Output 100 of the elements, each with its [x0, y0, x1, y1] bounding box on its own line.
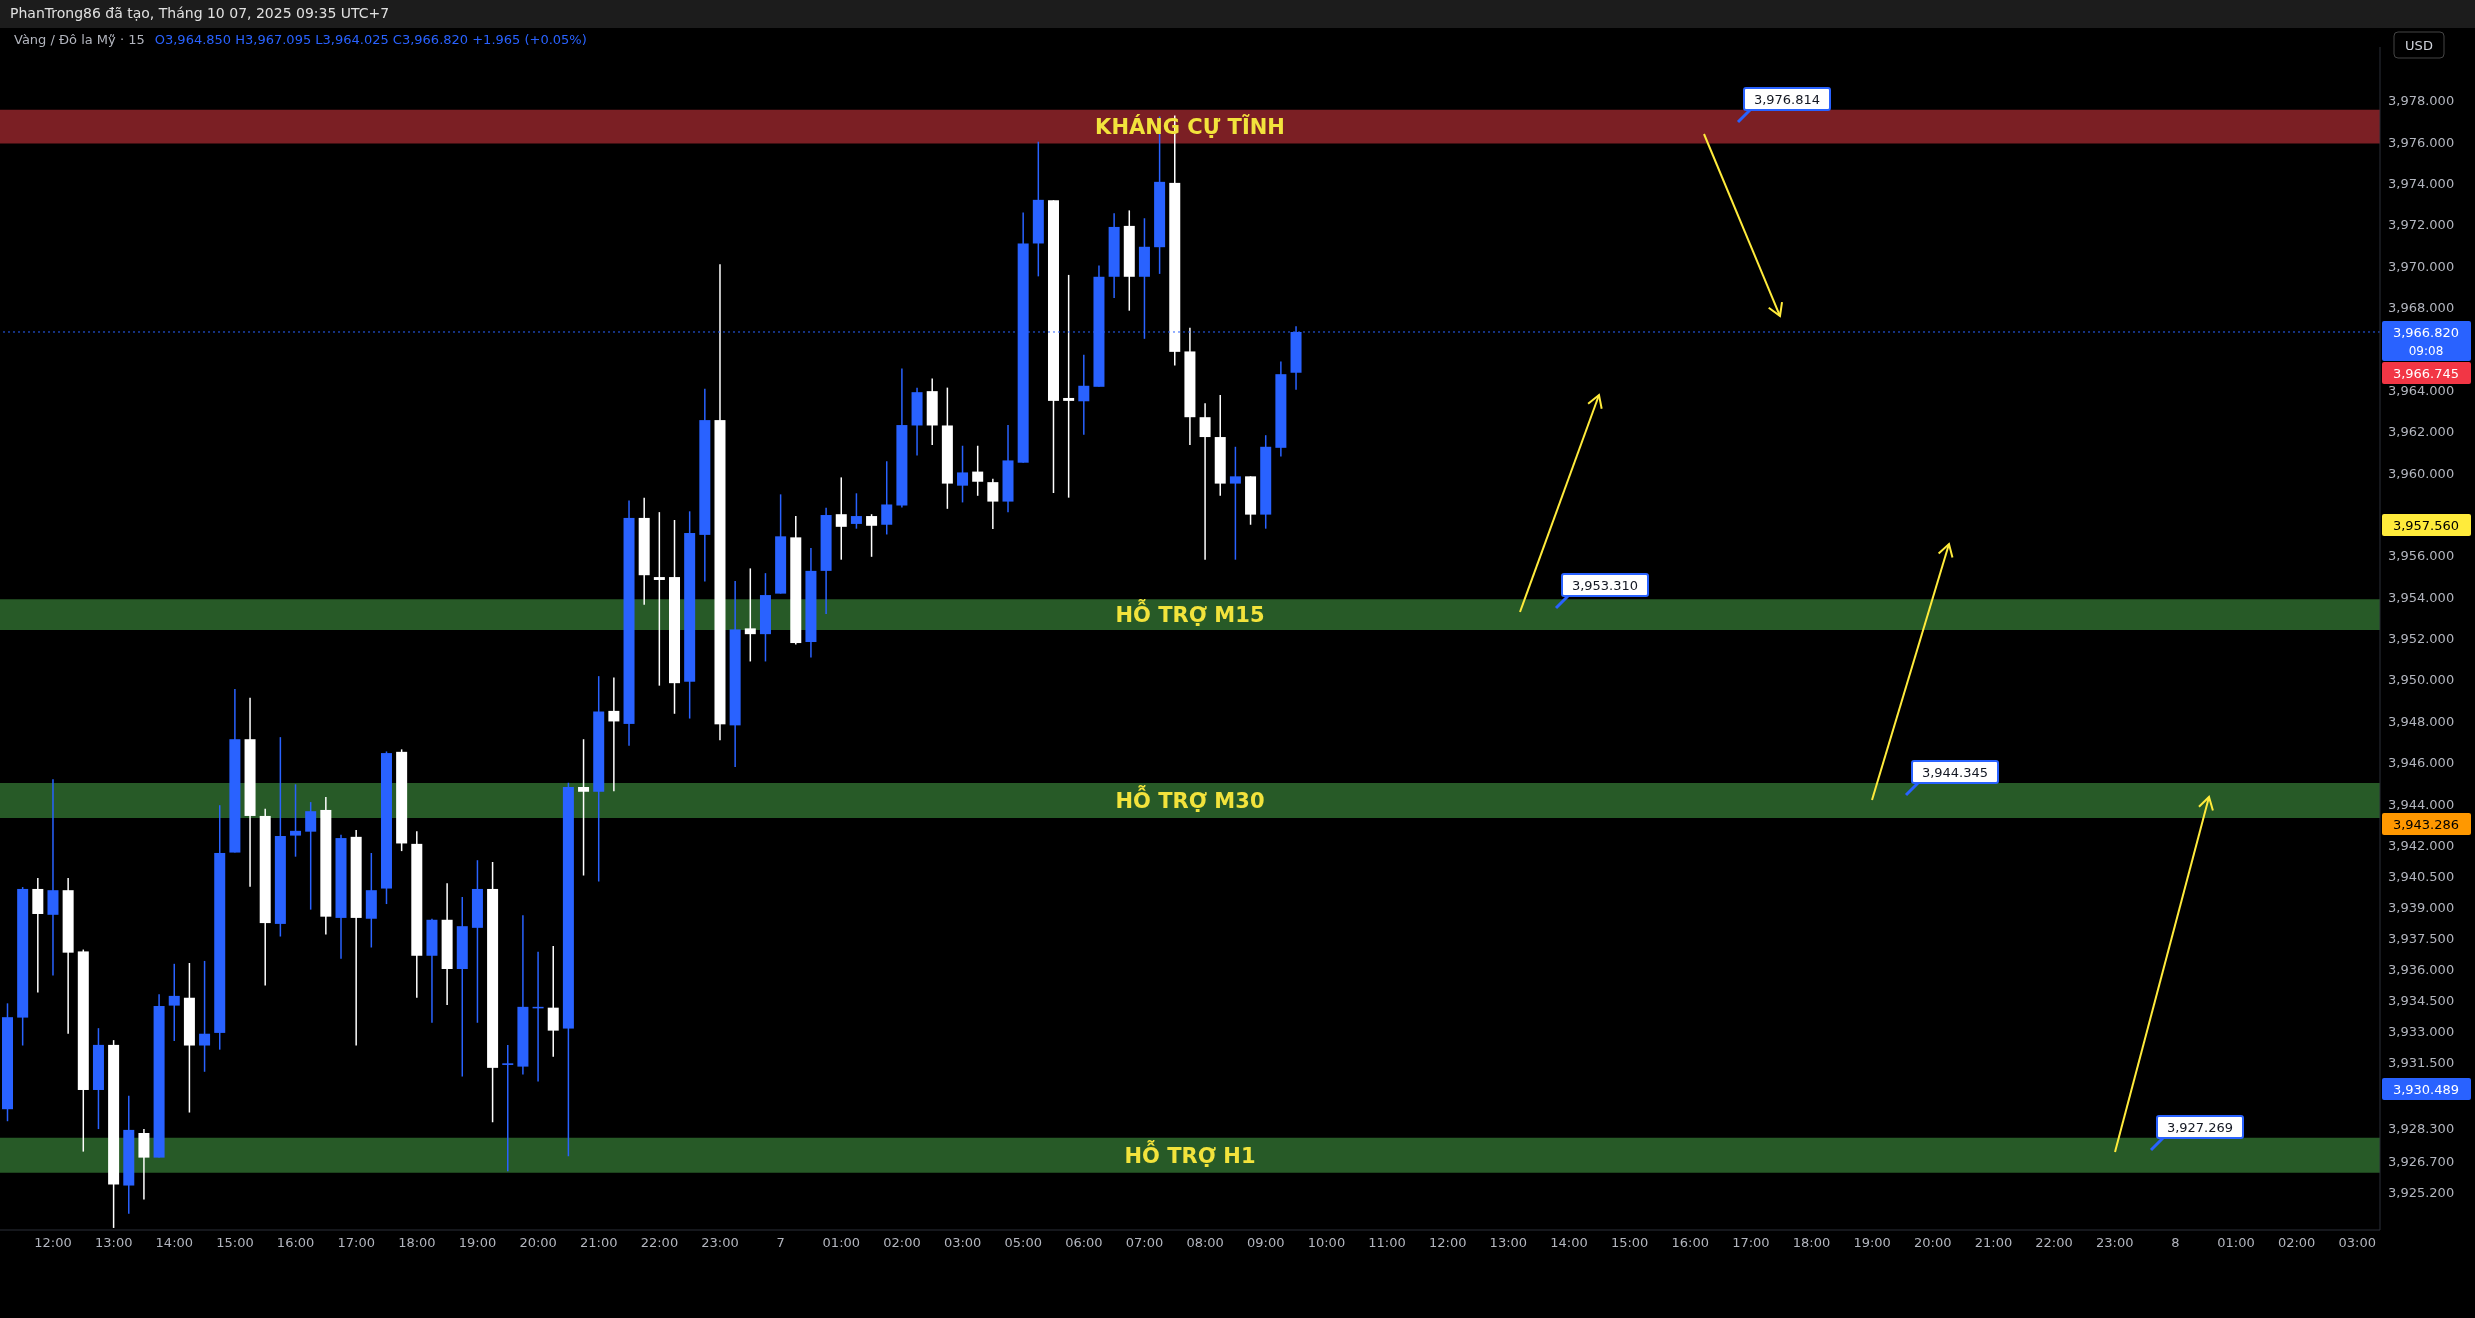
annotation: 3,927.269	[2166, 1120, 2234, 1135]
x-tick-label: 18:00	[1792, 1235, 1831, 1251]
y-tick-label: 3,962.000	[2388, 424, 2455, 440]
candlestick	[199, 960, 211, 1073]
x-tick-label: 21:00	[1974, 1235, 2013, 1251]
x-tick-label: 7	[776, 1235, 785, 1251]
x-tick-label: 01:00	[822, 1235, 861, 1251]
x-tick-label: 19:00	[458, 1235, 497, 1251]
x-tick-label: 10:00	[1307, 1235, 1346, 1251]
x-tick-label: 15:00	[216, 1235, 254, 1251]
x-tick-label: 07:00	[1125, 1235, 1164, 1251]
x-tick-label: 05:00	[1004, 1235, 1042, 1251]
y-tick-label: 3,946.000	[2388, 755, 2455, 771]
x-tick-label: 02:00	[883, 1235, 921, 1251]
candlestick	[547, 945, 559, 1058]
y-tick-label: 3,956.000	[2388, 548, 2455, 564]
x-tick-label: 22:00	[2035, 1235, 2073, 1251]
x-tick-label: 13:00	[94, 1235, 133, 1251]
candlestick	[653, 511, 665, 687]
y-tick-label: 3,950.000	[2388, 672, 2455, 688]
y-tick-label: 3,948.000	[2388, 713, 2455, 729]
x-tick-label: 12:00	[1428, 1235, 1467, 1251]
candlestick	[850, 492, 862, 530]
candlestick	[835, 476, 847, 561]
candlestick	[168, 963, 180, 1042]
y-tick-label: 3,925.200	[2388, 1185, 2455, 1201]
y-tick-label: 3,976.000	[2388, 134, 2455, 150]
x-tick-label: 23:00	[701, 1235, 739, 1251]
x-tick-label: 23:00	[2095, 1235, 2134, 1251]
candlestick	[987, 478, 999, 530]
candlestick	[744, 567, 756, 663]
x-tick-label: 19:00	[1853, 1235, 1891, 1251]
y-tick-label: 3,942.000	[2388, 837, 2455, 853]
x-tick-label: 15:00	[1610, 1235, 1649, 1251]
x-tick-label: 08:00	[1186, 1235, 1224, 1251]
y-tick-label: 3,940.500	[2388, 868, 2455, 884]
y-tick-label: 3,926.700	[2388, 1154, 2455, 1170]
x-tick-label: 21:00	[580, 1235, 618, 1251]
candlestick	[881, 460, 893, 536]
x-tick-label: 09:00	[1247, 1235, 1285, 1251]
candlestick	[47, 778, 59, 977]
candlestick	[1078, 354, 1090, 436]
x-tick-label: 16:00	[276, 1235, 315, 1251]
y-tick-label: 3,974.000	[2388, 176, 2455, 192]
y-tick-label: 3,937.500	[2388, 931, 2455, 946]
y-tick-label: 3,944.000	[2388, 796, 2455, 812]
candlestick	[608, 676, 620, 792]
candlestick	[1063, 274, 1075, 499]
candlestick	[972, 445, 984, 497]
x-tick-label: 03:00	[2338, 1235, 2376, 1251]
y-tick-label: 3,978.000	[2388, 93, 2455, 109]
y-tick-label: 3,964.000	[2388, 382, 2455, 398]
candlestick	[502, 1044, 514, 1173]
y-tick-label: 3,928.300	[2388, 1121, 2455, 1137]
x-tick-label: 18:00	[398, 1235, 436, 1251]
candlestick	[305, 801, 317, 911]
y-tick-label: 3,972.000	[2388, 217, 2455, 233]
candlestick	[1229, 446, 1241, 561]
y-tick-label: 3,970.000	[2388, 258, 2455, 274]
candlestick	[578, 738, 590, 877]
text: 3,943.286	[2392, 817, 2460, 832]
x-tick-label: 22:00	[640, 1235, 679, 1251]
band-label: HỖ TRỢ H1	[1124, 1139, 1256, 1168]
candlestick	[957, 445, 969, 504]
chart-title: Vàng / Đô la Mỹ · 15	[14, 32, 145, 47]
text: 3,930.489	[2392, 1082, 2460, 1097]
text: 3,966.745	[2392, 366, 2460, 381]
x-tick-label: 13:00	[1489, 1235, 1528, 1251]
y-tick-label: 3,933.000	[2388, 1024, 2455, 1040]
y-tick-label: 3,934.500	[2388, 993, 2455, 1009]
x-tick-label: 01:00	[2217, 1235, 2255, 1251]
x-tick-label: 12:00	[34, 1235, 72, 1251]
y-tick-label: 3,968.000	[2388, 300, 2455, 316]
text: 3,957.560	[2392, 518, 2460, 533]
annotation: 3,976.814	[1753, 92, 1821, 107]
x-tick-label: 20:00	[519, 1235, 557, 1251]
x-tick-label: 8	[2171, 1235, 2180, 1251]
x-tick-label: 17:00	[1732, 1235, 1770, 1251]
candlestick	[1199, 402, 1211, 561]
x-tick-label: 02:00	[2277, 1235, 2316, 1251]
x-tick-label: 03:00	[943, 1235, 982, 1251]
x-tick-label: 11:00	[1368, 1235, 1406, 1251]
x-tick-label: 06:00	[1065, 1235, 1103, 1251]
candlestick	[866, 513, 878, 558]
candlestick	[290, 783, 302, 858]
y-tick-label: 3,952.000	[2388, 631, 2455, 647]
annotation: 3,953.310	[1571, 578, 1639, 593]
y-tick-label: 3,960.000	[2388, 465, 2455, 481]
band-label: HỖ TRỢ M30	[1115, 785, 1265, 813]
x-tick-label: 17:00	[337, 1235, 375, 1251]
y-tick-label: 3,954.000	[2388, 589, 2455, 605]
chart-subtitle: O3,964.850 H3,967.095 L3,964.025 C3,966.820 +1.965 (+0.05%)	[154, 32, 587, 47]
text: 09:08	[2408, 344, 2444, 358]
y-tick-label: 3,931.500	[2388, 1055, 2455, 1071]
x-tick-label: 20:00	[1914, 1235, 1952, 1251]
y-axis-title: USD	[2405, 38, 2433, 53]
x-tick-label: 16:00	[1671, 1235, 1709, 1251]
x-tick-label: 14:00	[155, 1235, 194, 1251]
x-tick-label: 14:00	[1550, 1235, 1588, 1251]
text: PhanTrong86 đã tạo, Tháng 10 07, 2025 09:35 UTC+7	[10, 5, 390, 21]
